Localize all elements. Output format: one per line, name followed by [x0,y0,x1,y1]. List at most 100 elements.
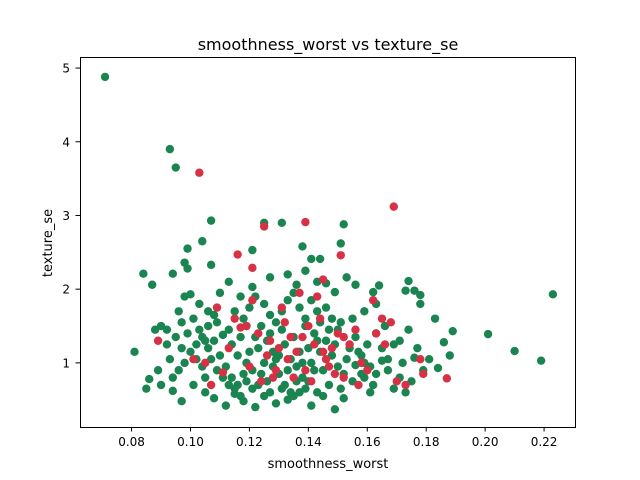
data-point [404,276,413,286]
data-point [348,314,357,323]
data-point [383,366,393,375]
data-point [345,340,354,349]
data-point [268,373,278,382]
data-point [307,358,316,368]
data-point [259,222,269,231]
data-point [189,354,198,364]
data-point [224,343,233,353]
data-point [189,380,198,390]
data-point [298,332,307,342]
data-point [354,347,363,357]
data-point [318,347,328,357]
data-point [201,373,210,382]
data-point [333,362,343,371]
data-point [321,303,331,312]
data-point [212,318,222,327]
plot-frame [80,57,576,428]
data-point [274,343,284,353]
data-point [195,325,204,334]
data-point [368,380,378,390]
data-point [236,391,245,401]
data-point [195,299,204,309]
data-point [257,377,266,386]
data-point [212,303,222,312]
points-layer [100,72,558,414]
data-point [416,354,425,364]
data-point [221,401,231,410]
data-point [368,287,378,297]
data-point [324,362,334,371]
data-point [171,163,180,172]
data-point [239,369,248,379]
data-point [265,388,275,397]
data-point [271,399,281,408]
x-axis: 0.08 0.10 0.12 0.14 0.16 0.18 0.20 0.22 [118,427,557,449]
data-point [248,282,257,292]
data-point [147,280,157,289]
data-point [165,354,175,364]
data-point [259,299,269,309]
data-point [198,237,207,246]
data-point [433,363,443,373]
data-point [206,380,216,390]
data-point [295,288,304,298]
data-point [239,314,248,323]
data-point [277,384,287,393]
data-point [180,358,189,368]
data-point [168,386,178,396]
data-point [536,356,546,365]
data-point [230,314,239,323]
data-point [236,332,245,342]
data-point [360,307,369,316]
chart-title: smoothness_worst vs texture_se [198,35,459,55]
data-point [351,280,360,289]
data-point [310,366,319,375]
data-point [265,273,275,282]
data-point [416,290,425,300]
data-point [145,374,154,384]
data-point [342,354,351,364]
data-point [142,384,151,393]
data-point [130,347,139,357]
data-point [201,358,210,368]
data-point [100,72,110,82]
data-point [336,251,345,260]
data-point [289,373,298,382]
data-point [265,336,275,345]
data-point [183,244,192,253]
data-point [401,388,410,397]
data-point [321,336,331,345]
data-point [416,299,425,309]
data-point [439,338,449,347]
data-point [430,314,440,323]
data-point [483,329,493,339]
data-point [301,384,310,393]
data-point [271,366,281,375]
data-point [245,303,254,312]
data-point [248,263,257,272]
data-point [254,329,263,338]
data-point [265,329,275,338]
data-point [174,307,183,316]
x-tick-label: 0.08 [118,435,145,449]
data-point [448,326,457,336]
data-point [386,318,396,327]
data-point [280,318,289,327]
data-point [342,273,351,282]
data-point [307,401,316,410]
data-point [177,397,186,406]
data-point [360,373,369,382]
data-point [357,358,366,368]
data-point [242,321,251,331]
data-point [307,377,316,386]
data-point [310,340,319,349]
x-tick-label: 0.20 [472,435,499,449]
data-point [330,287,340,297]
data-point [301,217,310,227]
data-point [218,368,228,377]
data-point [336,384,345,393]
data-point [218,330,228,340]
data-point [177,318,186,327]
data-point [401,286,410,295]
y-tick-label: 4 [62,135,70,149]
